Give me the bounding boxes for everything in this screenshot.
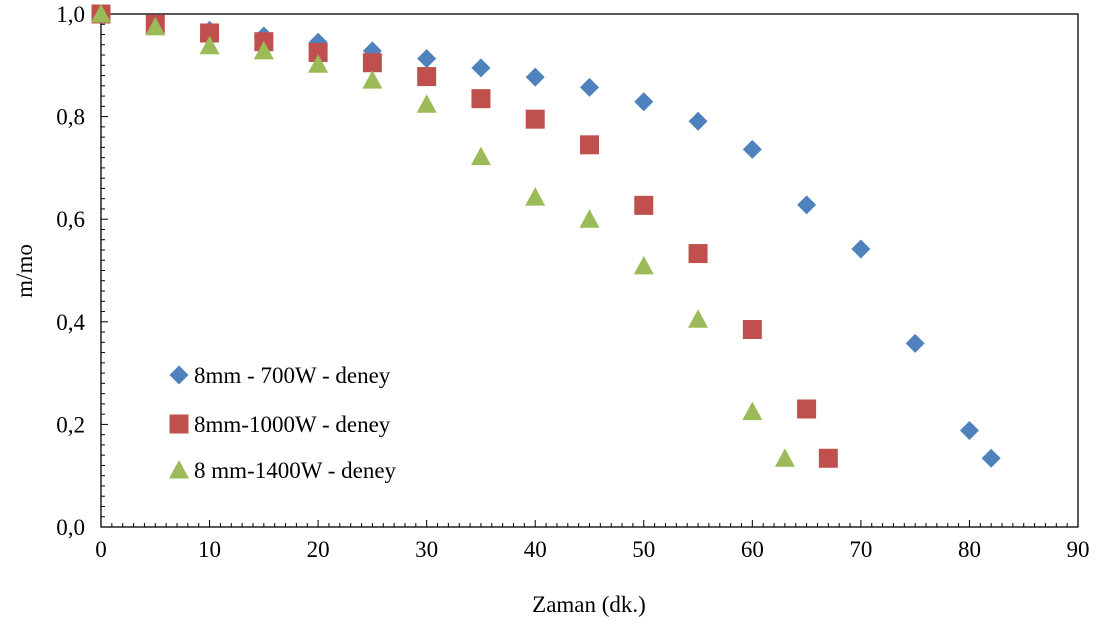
data-point-triangle (688, 309, 709, 328)
data-point-triangle (308, 54, 329, 73)
data-point-square (362, 53, 382, 73)
data-point-triangle (145, 16, 166, 36)
data-point-diamond (417, 49, 437, 69)
data-point-diamond (742, 139, 762, 159)
data-point-triangle (774, 448, 795, 467)
legend-marker-triangle (169, 460, 189, 479)
legend-label: 8mm-1000W - deney (194, 412, 391, 437)
x-tick-label: 90 (1067, 537, 1090, 562)
x-tick-label: 40 (524, 537, 547, 562)
x-tick-label: 30 (415, 537, 438, 562)
data-point-diamond (688, 111, 708, 131)
y-tick-label: 0,8 (56, 105, 85, 130)
axis-ticks (100, 13, 1079, 528)
data-point-triangle (199, 35, 220, 55)
data-point-square (797, 399, 817, 419)
data-point-diamond (959, 421, 979, 441)
data-point-square (818, 448, 838, 468)
legend-label: 8mm - 700W - deney (194, 363, 391, 388)
data-point-triangle (525, 187, 546, 206)
data-point-diamond (634, 92, 654, 112)
x-tick-label: 70 (849, 537, 872, 562)
x-tick-label: 10 (198, 537, 221, 562)
y-tick-label: 0,6 (56, 207, 85, 232)
data-point-square (525, 109, 545, 129)
tick-labels: 0 10 20 30 40 50 60 70 80 90 0,0 0,2 0,4 0,6 0,8 1,0 (56, 2, 1089, 562)
data-point-diamond (525, 67, 545, 87)
data-point-square (580, 135, 599, 155)
data-point-triangle (579, 209, 600, 228)
data-point-diamond (797, 195, 817, 215)
data-point-square (417, 67, 437, 87)
data-point-square (742, 319, 762, 339)
data-point-triangle (742, 401, 763, 421)
y-axis-title: m/mo (12, 244, 37, 298)
x-tick-label: 0 (95, 537, 107, 562)
data-point-square (308, 42, 328, 62)
legend-marker-diamond (169, 365, 189, 385)
data-point-triangle (91, 4, 111, 23)
data-point-square (634, 195, 654, 215)
data-point-triangle (253, 40, 274, 60)
y-tick-label: 0,2 (56, 412, 85, 437)
x-axis-title: Zaman (dk.) (532, 592, 646, 617)
data-point-diamond (580, 77, 599, 97)
data-point-diamond (905, 333, 925, 353)
data-point-diamond (851, 239, 871, 259)
legend-label: 8 mm-1400W - deney (194, 458, 397, 483)
y-tick-label: 0,0 (56, 515, 85, 540)
data-point-triangle (362, 70, 383, 89)
x-tick-label: 80 (958, 537, 981, 562)
legend-marker-square (169, 414, 189, 434)
data-point-square (200, 23, 220, 43)
data-point-triangle (416, 94, 437, 113)
data-points (91, 4, 1001, 468)
x-tick-label: 60 (741, 537, 764, 562)
data-point-triangle (470, 146, 491, 166)
data-point-triangle (633, 255, 654, 275)
data-point-square (471, 89, 491, 109)
y-tick-label: 1,0 (56, 2, 85, 27)
legend: 8mm - 700W - deney 8mm-1000W - deney 8 mm-… (169, 363, 397, 483)
x-tick-label: 20 (307, 537, 330, 562)
data-point-diamond (981, 448, 1001, 468)
data-point-diamond (471, 58, 491, 78)
data-point-square (688, 244, 708, 264)
x-tick-label: 50 (632, 537, 655, 562)
y-tick-label: 0,4 (56, 310, 85, 335)
